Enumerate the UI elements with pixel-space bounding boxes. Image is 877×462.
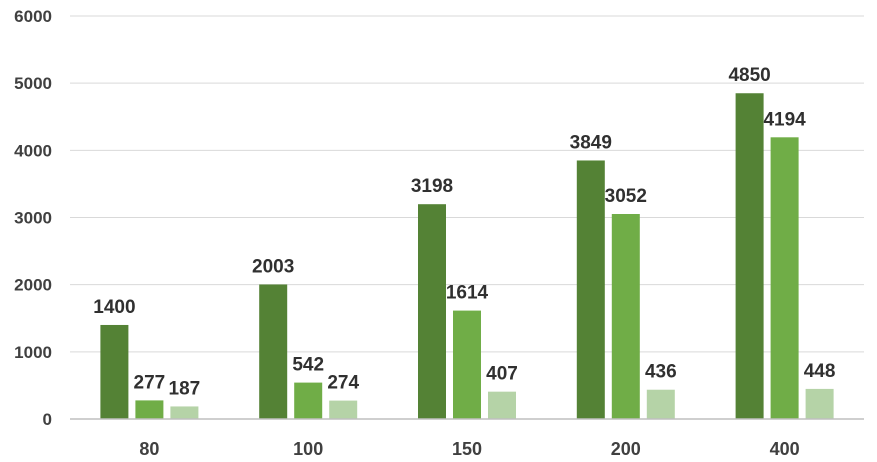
data-label: 187 — [169, 378, 201, 399]
y-tick-label: 2000 — [14, 276, 52, 295]
data-label: 4850 — [728, 65, 770, 86]
data-label: 277 — [134, 372, 166, 393]
y-tick-label: 4000 — [14, 141, 52, 160]
x-tick-label: 400 — [770, 439, 800, 459]
bar-150-series3 — [488, 391, 516, 419]
x-axis-tick-labels: 80 100 150 200 400 — [139, 439, 799, 459]
data-label: 4194 — [763, 109, 806, 130]
data-label: 448 — [804, 361, 836, 382]
bar-100-series2 — [294, 382, 323, 419]
bar-400-series2 — [770, 137, 799, 420]
bar-400-series3 — [805, 388, 834, 419]
x-tick-label: 80 — [139, 439, 159, 459]
data-label: 542 — [292, 355, 324, 376]
data-label: 436 — [645, 362, 677, 383]
data-label: 1614 — [446, 283, 489, 304]
bar-80-series2 — [135, 400, 164, 419]
data-label: 407 — [486, 364, 518, 385]
y-tick-label: 0 — [43, 410, 52, 429]
bar-200-series2 — [611, 214, 640, 419]
y-tick-label: 5000 — [14, 74, 52, 93]
bar-100-series1 — [259, 284, 288, 419]
data-label: 3052 — [605, 186, 647, 207]
bar-200-series1 — [576, 160, 605, 419]
bar-80-series1 — [100, 324, 129, 419]
bar-200-series3 — [646, 389, 675, 419]
data-label: 3849 — [570, 132, 612, 153]
x-tick-label: 150 — [452, 439, 482, 459]
y-tick-label: 6000 — [14, 7, 52, 26]
data-label: 2003 — [252, 256, 294, 277]
bar-80-series3 — [170, 406, 199, 419]
y-tick-label: 1000 — [14, 343, 52, 362]
data-label: 1400 — [93, 297, 135, 318]
bar-400-series1 — [735, 93, 764, 419]
bar-150-series2 — [453, 310, 481, 419]
bar-100-series3 — [329, 400, 358, 419]
x-tick-label: 200 — [611, 439, 641, 459]
gridlines — [70, 15, 864, 353]
y-tick-label: 3000 — [14, 209, 52, 228]
y-axis-tick-labels: 0 1000 2000 3000 4000 5000 6000 — [14, 7, 52, 429]
x-tick-label: 100 — [293, 439, 323, 459]
data-label: 274 — [327, 373, 359, 394]
data-label: 3198 — [411, 176, 453, 197]
bars — [100, 93, 834, 420]
bar-150-series1 — [418, 204, 446, 419]
